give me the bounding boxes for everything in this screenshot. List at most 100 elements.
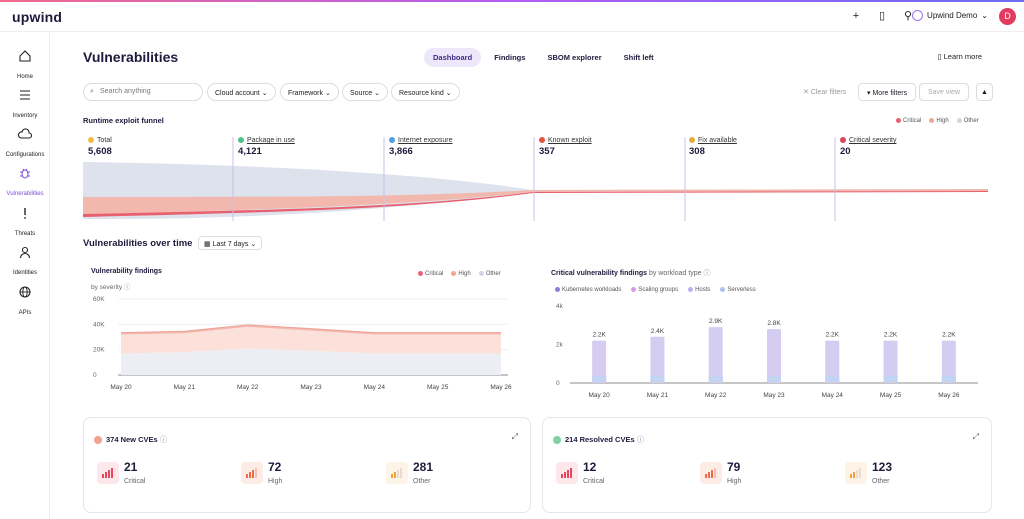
upwind-logo[interactable]: upwind <box>12 9 63 25</box>
bar-segment-hosts <box>825 376 840 382</box>
resolved-cves-title: 214 Resolved CVEs ⓘ <box>553 434 644 445</box>
sidebar-item-threats[interactable]: Threats <box>0 206 50 240</box>
legend-hosts: Hosts <box>688 287 710 293</box>
filter-source[interactable]: Source ⌄ <box>342 83 389 101</box>
pin-icon[interactable]: ⚲ <box>903 10 913 22</box>
resolved-cves-card: 214 Resolved CVEs ⓘ ⤢ 12 Critical 79 Hig… <box>542 417 992 513</box>
user-icon <box>19 246 31 259</box>
stage-label: Total <box>97 137 112 144</box>
date-range-select[interactable]: ▦ Last 7 days ⌄ <box>198 236 263 250</box>
legend-serverless: Serverless <box>720 287 756 294</box>
sidebar-item-configurations[interactable]: Configurations <box>0 127 50 161</box>
legend-kubernetes: Kubernetes workloads <box>555 287 621 293</box>
learn-more-link[interactable]: ▯ Learn more <box>937 52 982 61</box>
stage-value: 4,121 <box>238 146 262 157</box>
tab-sbom-explorer[interactable]: SBOM explorer <box>547 53 602 62</box>
critical-chart-title: Critical vulnerability findings by workl… <box>551 268 711 278</box>
stat-value: 12 <box>583 460 597 474</box>
search-input[interactable]: ⌕ Search anything <box>83 83 203 101</box>
legend-label: Serverless <box>727 287 756 294</box>
bar <box>592 340 607 383</box>
legend-critical: Critical <box>896 118 921 124</box>
legend-dot <box>956 118 962 123</box>
new-cve-icon <box>94 436 102 445</box>
globe-icon <box>19 286 31 298</box>
funnel-stage-critical-severity[interactable]: Critical severity 20 <box>840 137 896 157</box>
plus-icon[interactable]: + <box>852 10 860 22</box>
chevron-down-icon: ⌄ <box>250 241 257 248</box>
avatar[interactable]: D <box>999 8 1016 25</box>
filter-resource-kind[interactable]: Resource kind ⌄ <box>391 83 460 101</box>
collapse-button[interactable]: ▲ <box>976 83 993 101</box>
bug-icon <box>20 168 30 179</box>
new-cves-label: 374 New CVEs <box>106 435 158 444</box>
filter-cloud-account[interactable]: Cloud account ⌄ <box>207 83 276 101</box>
funnel-stage-total[interactable]: Total 5,608 <box>88 137 112 157</box>
legend-label: Critical <box>903 118 922 125</box>
funnel-stage-package-in-use[interactable]: Package in use 4,121 <box>238 137 295 157</box>
x-tick-label: May 23 <box>763 392 785 399</box>
severity-bars-graphic <box>561 468 572 478</box>
funnel-area-high <box>83 189 988 215</box>
info-icon[interactable]: ⓘ <box>636 435 645 444</box>
sidebar-item-inventory[interactable]: Inventory <box>0 88 50 122</box>
search-placeholder: Search anything <box>100 88 151 95</box>
save-view-button[interactable]: Save view <box>919 83 969 101</box>
funnel-stage-fix-available[interactable]: Fix available 308 <box>689 137 737 157</box>
range-label: Last 7 days <box>212 241 249 248</box>
sidebar-item-home[interactable]: Home <box>0 49 50 83</box>
y-tick-label: 40K <box>93 321 105 328</box>
bar-data-label: 2.9K <box>709 318 723 325</box>
resolved-cve-icon <box>553 436 561 445</box>
stat-label: High <box>727 478 742 485</box>
findings-chart-subtitle: by severity ⓘ <box>91 281 130 291</box>
book-icon: ▯ <box>937 52 944 61</box>
new-cves-title: 374 New CVEs ⓘ <box>94 434 167 445</box>
bar-segment-hosts <box>592 376 607 382</box>
sidebar-item-apis[interactable]: APIs <box>0 285 50 319</box>
y-tick-label: 0 <box>93 372 97 379</box>
search-icon: ⌕ <box>90 88 94 95</box>
tab-findings[interactable]: Findings <box>494 53 526 62</box>
findings-chart-title: Vulnerability findings <box>91 268 162 275</box>
x-tick-label: May 21 <box>174 384 196 391</box>
stat-label: High <box>268 478 283 485</box>
x-tick-label: May 20 <box>110 384 132 391</box>
area-series-other <box>121 348 501 375</box>
tab-shift-left[interactable]: Shift left <box>623 53 654 62</box>
cloud-icon <box>18 128 32 139</box>
x-tick-label: May 24 <box>822 392 844 399</box>
funnel-stage-known-exploit[interactable]: Known exploit 357 <box>539 137 592 157</box>
filter-icon: ▾ <box>867 90 873 97</box>
bar-segment-hosts <box>941 376 956 382</box>
funnel-stage-internet-exposure[interactable]: Internet exposure 3,866 <box>389 137 452 157</box>
x-tick-label: May 26 <box>490 384 512 391</box>
info-icon[interactable]: ⓘ <box>123 284 131 291</box>
subtitle-text: by severity <box>91 284 123 291</box>
bar-data-label: 2.2K <box>884 332 898 339</box>
info-icon[interactable]: ⓘ <box>703 270 711 277</box>
stage-label: Fix available <box>698 137 737 144</box>
more-filters-button[interactable]: ▾ More filters <box>858 83 917 101</box>
stat-label: Critical <box>124 478 146 485</box>
sidebar-item-label: Home <box>16 74 33 80</box>
sidebar-item-identities[interactable]: Identities <box>0 245 50 279</box>
sidebar: Home Inventory Configurations Vulnerabil… <box>0 33 50 519</box>
chevron-down-icon: ⌄ <box>324 90 331 97</box>
bar-data-label: 2.2K <box>826 332 840 339</box>
account-ring-icon <box>912 10 924 21</box>
x-tick-label: May 23 <box>300 384 322 391</box>
severity-bars-icon <box>556 462 578 484</box>
expand-icon[interactable]: ⤢ <box>511 432 518 441</box>
severity-bars-graphic <box>391 468 402 478</box>
expand-icon[interactable]: ⤢ <box>972 432 979 441</box>
book-icon[interactable]: ▯ <box>878 10 886 22</box>
tab-dashboard[interactable]: Dashboard <box>424 48 482 67</box>
sidebar-item-label: Identities <box>12 270 37 276</box>
sidebar-item-vulnerabilities[interactable]: Vulnerabilities <box>0 166 50 200</box>
legend-scaling-groups: Scaling groups <box>631 287 678 293</box>
clear-filters-button[interactable]: ✕ Clear filters <box>795 83 854 101</box>
filter-framework[interactable]: Framework ⌄ <box>280 83 339 101</box>
info-icon[interactable]: ⓘ <box>159 435 168 444</box>
account-switcher[interactable]: Upwind Demo ⌄ <box>912 10 988 21</box>
